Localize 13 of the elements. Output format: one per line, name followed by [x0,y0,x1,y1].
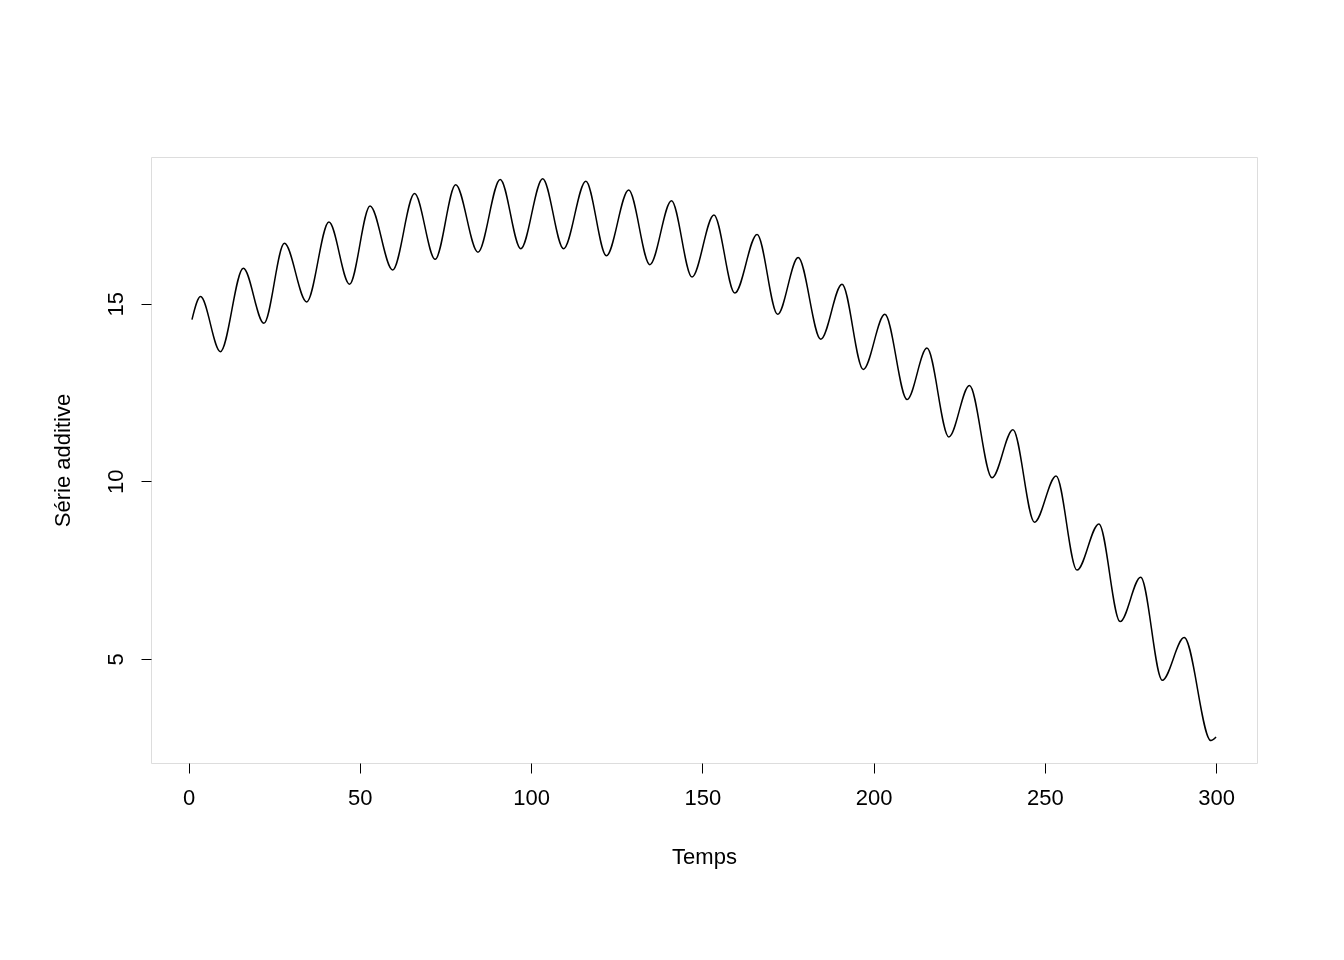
x-tick-label: 150 [684,784,722,810]
x-tick-label: 0 [182,784,196,810]
line-series [191,177,1217,742]
x-tick-label: 250 [1026,784,1064,810]
y-axis-title: Série additive [49,393,75,528]
x-tick-label: 200 [855,784,893,810]
x-tick-label: 100 [513,784,550,810]
y-tick-label: 5 [102,653,128,666]
x-tick-label: 50 [348,784,373,810]
y-tick-label: 10 [102,469,128,495]
y-tick-label: 15 [102,291,128,317]
x-axis-title: Temps [672,843,737,869]
x-tick-label: 300 [1198,784,1235,810]
